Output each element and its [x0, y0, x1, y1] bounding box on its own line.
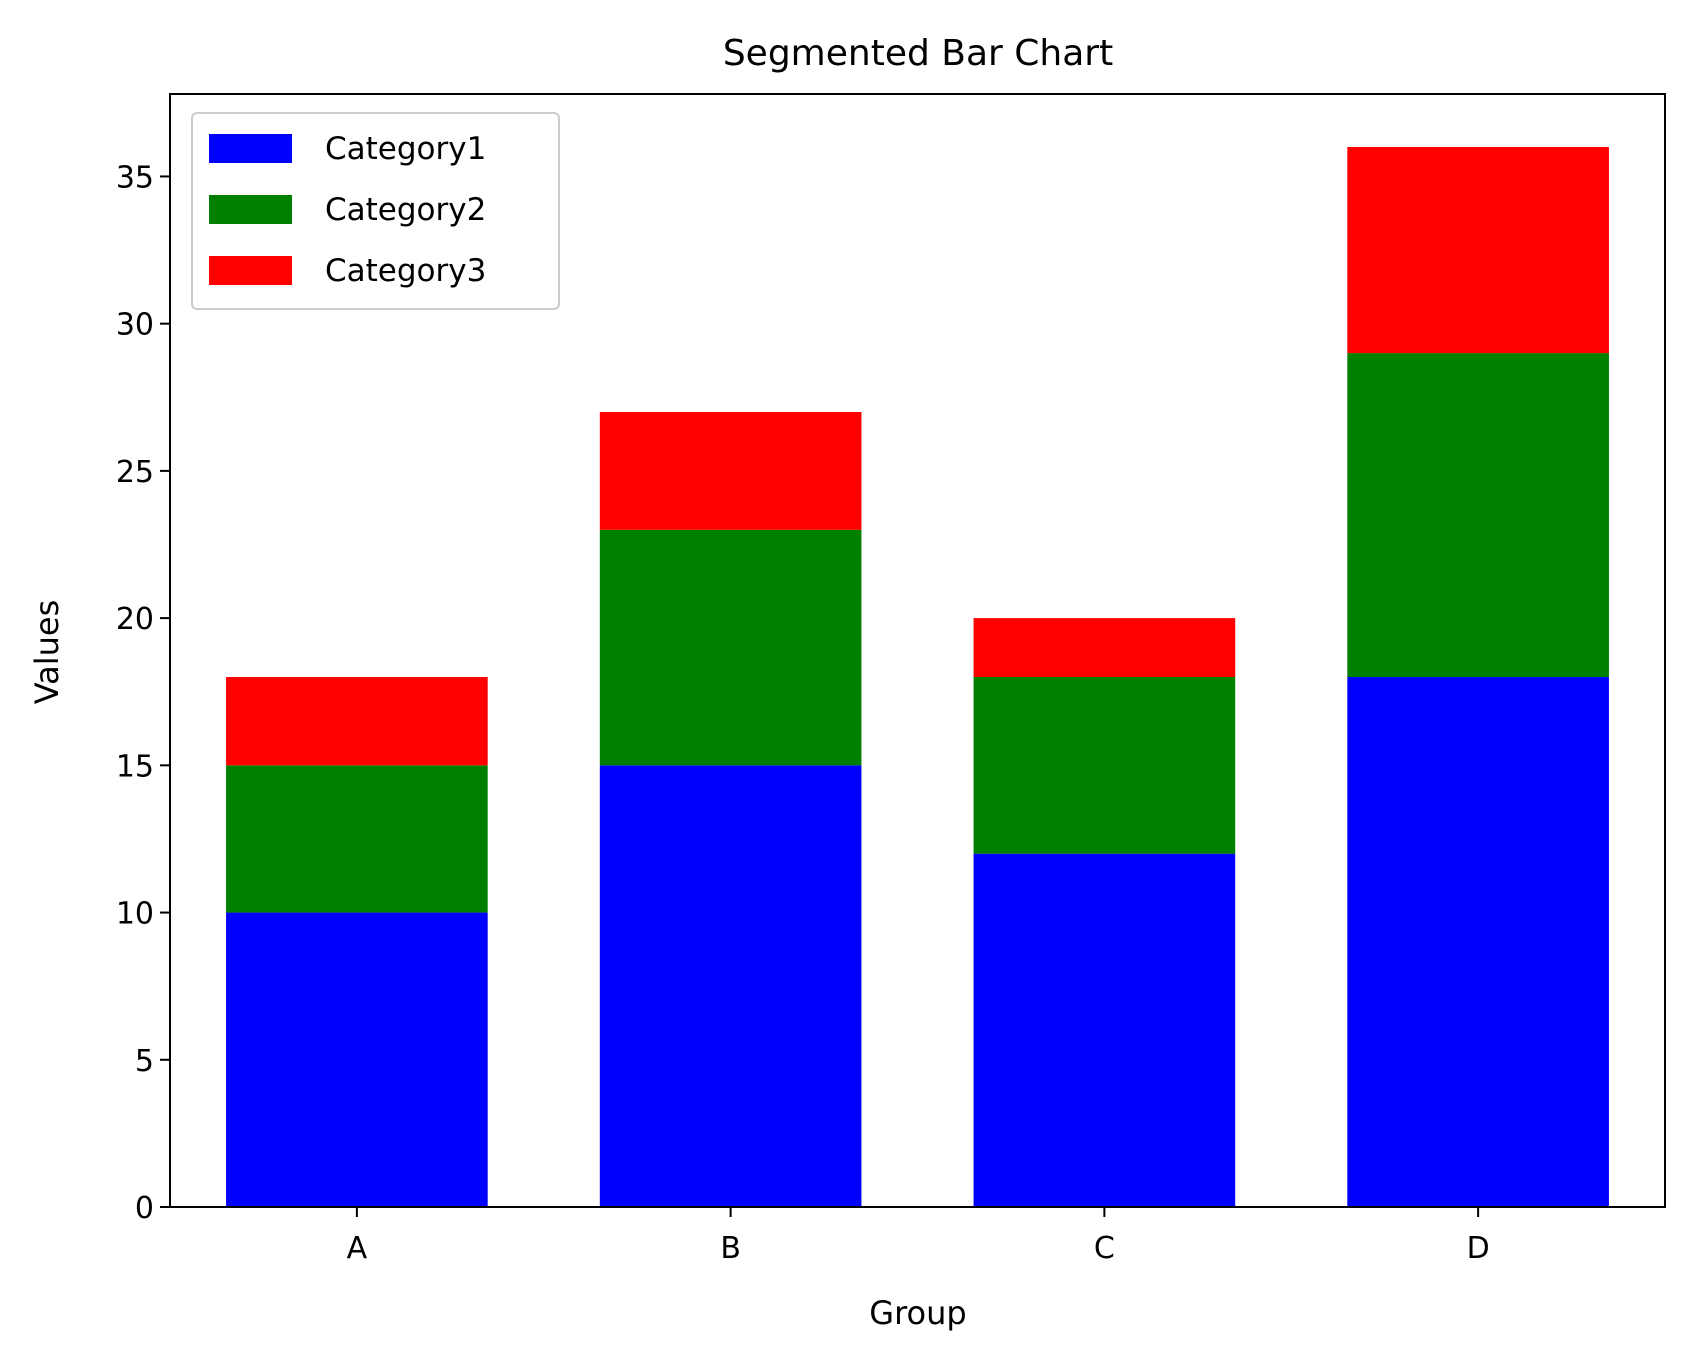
legend-label-series-1: Category1: [325, 131, 486, 167]
bars-layer: [226, 147, 1609, 1207]
bar-a-series-3: [226, 677, 488, 766]
bar-c-series-2: [973, 677, 1236, 854]
bar-d-series-3: [1347, 147, 1609, 354]
legend-label-series-2: Category2: [325, 192, 486, 228]
bar-d-series-1: [1347, 677, 1609, 1207]
bar-b-series-1: [599, 765, 862, 1207]
bar-d-series-2: [1347, 353, 1609, 677]
x-tick-label: A: [347, 1231, 368, 1266]
bar-a-series-2: [226, 765, 488, 913]
bar-b-series-2: [599, 529, 862, 766]
x-tick-label: C: [1094, 1231, 1115, 1266]
x-tick-label: D: [1467, 1231, 1490, 1266]
y-tick-label: 30: [116, 308, 154, 343]
x-axis-label: Group: [869, 1294, 966, 1332]
bar-c-series-1: [973, 853, 1236, 1207]
y-tick-label: 20: [116, 602, 154, 637]
x-tick-label: B: [720, 1231, 741, 1266]
legend-swatch-series-1: [209, 134, 292, 163]
y-tick-label: 25: [116, 455, 154, 490]
bar-c-series-3: [973, 618, 1236, 677]
bar-b-series-3: [599, 412, 862, 530]
x-axis: A B C D: [347, 1207, 1490, 1266]
plot-frame: [169, 93, 1666, 1208]
bar-a-series-1: [226, 912, 488, 1207]
legend: Category1 Category2 Category3: [191, 112, 560, 310]
legend-swatch-series-2: [209, 195, 292, 224]
y-tick-label: 10: [116, 897, 154, 932]
y-tick-label: 0: [135, 1191, 154, 1226]
y-tick-label: 15: [116, 749, 154, 784]
y-axis-label: Values: [28, 600, 66, 705]
chart-title: Segmented Bar Chart: [723, 33, 1113, 74]
y-tick-label: 5: [135, 1044, 154, 1079]
legend-swatch-series-3: [209, 256, 292, 285]
y-axis: 0 5 10 15 20 25 30 35: [116, 160, 170, 1226]
legend-label-series-3: Category3: [325, 253, 486, 289]
y-tick-label: 35: [116, 160, 154, 195]
